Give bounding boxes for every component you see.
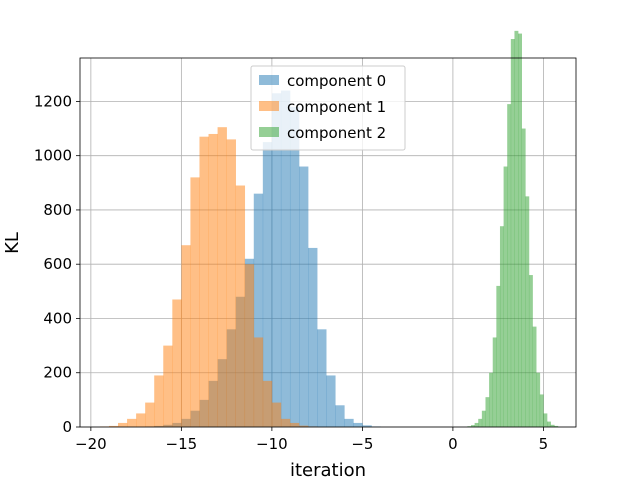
histogram-bar [118,422,128,427]
histogram-bar [481,410,486,427]
histogram-bar [235,185,246,427]
legend-label: component 0 [287,72,386,90]
histogram-bar [163,345,173,427]
histogram-bar [499,226,504,427]
bars [99,30,559,428]
histogram-bar [514,30,519,428]
y-tick-label: 200 [43,364,72,382]
histogram-bar [172,299,182,427]
histogram-bar [362,425,372,427]
histogram-bar [326,375,336,427]
y-tick-label: 1200 [34,92,72,110]
histogram-bar [478,418,483,427]
histogram-bar [108,425,119,427]
legend-swatch [259,127,279,137]
y-tick-label: 600 [43,255,72,273]
histogram-bar [262,142,273,427]
histogram-bar [262,380,273,427]
histogram-bar [217,127,227,427]
histogram-bar [190,177,200,427]
histogram-bar [271,402,282,427]
y-tick-label: 400 [43,309,72,327]
y-tick-label: 1000 [34,147,72,165]
legend-box [250,65,406,151]
histogram-bar [299,425,309,427]
histogram-bar [244,264,255,427]
histogram-bar [253,193,264,427]
histogram-bar [317,329,327,427]
histogram-bar [208,133,218,427]
histogram-bar [492,337,497,427]
histogram-bar [539,394,544,427]
histogram-bar [280,90,291,427]
histogram-bar [181,245,191,427]
histogram-bar [554,425,559,427]
histogram-bar [353,422,363,427]
x-tick-label: −20 [75,435,107,453]
histogram-bar [525,196,530,427]
histogram-bar [199,136,209,427]
histogram-bar [485,397,490,427]
histogram-bar [467,426,472,427]
series-1-bars [99,127,318,427]
histogram-bar [271,93,282,427]
legend-label: component 2 [287,124,386,142]
axes-frame [79,57,577,428]
histogram-bar [308,247,318,427]
histogram-bar [289,422,300,427]
histogram-bar [547,421,551,427]
legend: component 0 component 1 component 2 [250,65,406,151]
x-axis-label: iteration [290,460,366,480]
histogram-bar [503,166,508,427]
histogram-bar [507,104,512,427]
histogram-bar [489,372,494,427]
x-tick-label: 5 [539,435,549,453]
histogram-bar [335,405,345,427]
x-tick-label: −15 [166,435,198,453]
histogram-bar [510,39,515,427]
histogram-bar [536,372,541,427]
histogram-bar [496,285,501,427]
histogram-bar [226,139,236,427]
x-tick-label: 0 [448,435,458,453]
histogram-bar [299,166,309,427]
y-axis-label: KL [2,232,23,254]
histogram-bar [145,402,155,427]
histogram-bar [532,326,537,427]
histogram-bar [127,418,137,427]
histogram-bar [253,337,264,427]
histogram-bar [289,106,300,428]
histogram-bar [528,275,533,427]
histogram-bar [280,418,291,427]
histogram-bar [154,375,164,427]
histogram-bar [344,418,354,427]
legend-swatch [259,101,279,111]
x-tick-label: −5 [351,435,373,453]
histogram-bar [543,413,548,427]
x-tick-label: −10 [256,435,288,453]
histogram-bar [471,425,475,427]
y-axis-ticks: 0 200 400 600 800 1000 1200 [34,92,80,436]
x-axis-ticks: −20 −15 −10 −5 0 5 [75,427,548,453]
series-2-bars [467,30,559,428]
y-tick-label: 800 [43,201,72,219]
legend-swatch [259,75,279,85]
histogram-bar [518,33,522,428]
histogram-bar [521,128,526,427]
histogram-bar [474,422,479,427]
y-tick-label: 0 [62,418,72,436]
histogram-bar [136,413,146,427]
histogram-bar [550,424,555,427]
legend-label: component 1 [287,98,386,116]
